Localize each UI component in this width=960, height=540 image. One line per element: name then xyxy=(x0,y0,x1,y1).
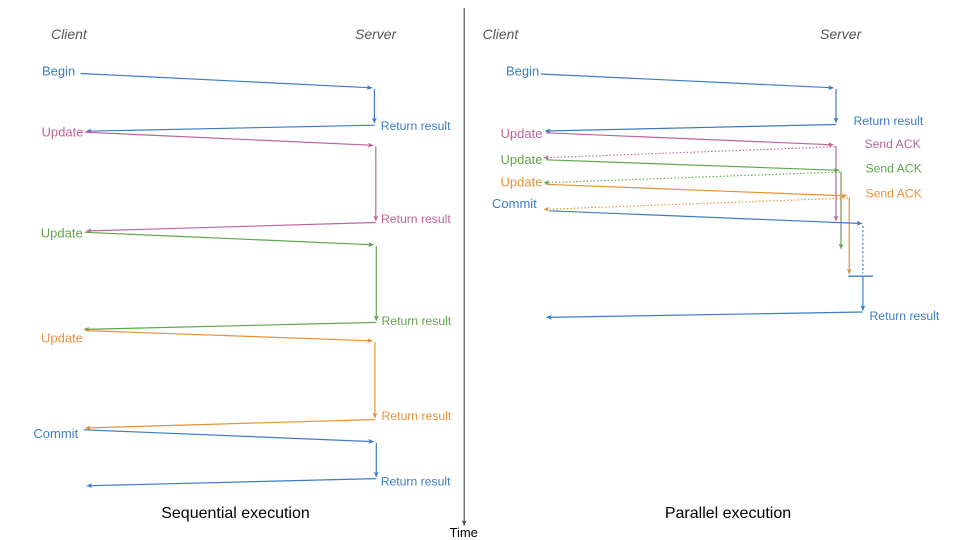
svg-text:Commit: Commit xyxy=(33,426,78,441)
svg-text:Return result: Return result xyxy=(382,409,452,423)
svg-text:Return result: Return result xyxy=(382,314,452,328)
svg-text:Update: Update xyxy=(41,225,83,240)
svg-text:Client: Client xyxy=(51,26,88,42)
svg-text:Return result: Return result xyxy=(854,114,924,128)
svg-text:Return result: Return result xyxy=(870,309,940,323)
svg-text:Update: Update xyxy=(501,126,543,141)
svg-text:Send ACK: Send ACK xyxy=(865,137,921,151)
svg-text:Client: Client xyxy=(483,26,520,42)
svg-text:Begin: Begin xyxy=(506,63,539,78)
svg-text:Return result: Return result xyxy=(381,212,451,226)
svg-text:Update: Update xyxy=(42,124,84,139)
svg-text:Update: Update xyxy=(501,175,543,190)
svg-text:Time: Time xyxy=(450,525,478,540)
svg-text:Return result: Return result xyxy=(381,119,451,133)
svg-text:Commit: Commit xyxy=(492,196,537,211)
svg-text:Server: Server xyxy=(820,26,863,42)
svg-text:Update: Update xyxy=(501,152,543,167)
svg-text:Send ACK: Send ACK xyxy=(866,161,922,175)
svg-text:Update: Update xyxy=(41,331,83,346)
svg-text:Server: Server xyxy=(355,26,398,42)
svg-text:Sequential execution: Sequential execution xyxy=(161,505,310,522)
svg-text:Parallel execution: Parallel execution xyxy=(665,505,791,522)
svg-text:Return result: Return result xyxy=(381,475,451,489)
svg-text:Send ACK: Send ACK xyxy=(866,187,922,201)
svg-text:Begin: Begin xyxy=(42,63,75,78)
